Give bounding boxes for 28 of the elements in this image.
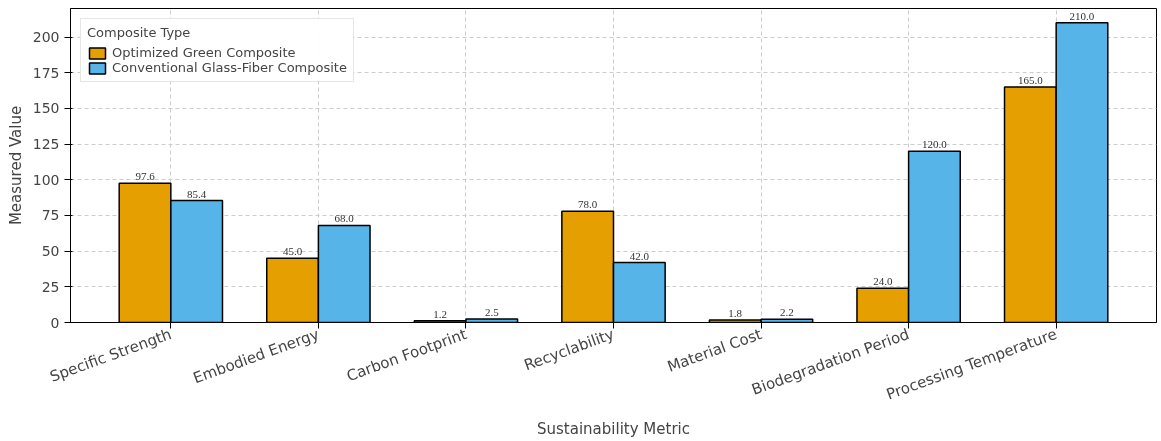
- legend-label: Conventional Glass-Fiber Composite: [112, 60, 347, 75]
- data-label: 2.2: [780, 306, 794, 319]
- data-label: 97.6: [135, 170, 156, 183]
- data-label: 1.8: [728, 306, 743, 319]
- data-label: 42.0: [629, 249, 650, 262]
- data-label: 24.0: [873, 275, 893, 288]
- data-label: 165.0: [1017, 74, 1044, 86]
- data-label: 85.4: [187, 187, 207, 200]
- data-label: 1.2: [433, 307, 447, 320]
- y-tick-label: 75: [41, 207, 60, 224]
- x-axis-title: Sustainability Metric: [537, 419, 690, 438]
- data-label: 78.0: [578, 198, 598, 211]
- y-tick-label: 50: [41, 243, 60, 260]
- y-axis-title: Measured Value: [6, 105, 25, 226]
- data-label: 120.0: [922, 138, 948, 151]
- legend-label: Optimized Green Composite: [112, 45, 296, 60]
- y-tick-label: 125: [32, 136, 60, 153]
- legend-title: Composite Type: [87, 25, 192, 40]
- data-label: 2.5: [484, 305, 500, 318]
- y-tick-label: 25: [41, 278, 60, 295]
- y-tick-label: 200: [32, 29, 60, 46]
- y-tick-label: 0: [50, 314, 60, 331]
- y-tick-label: 150: [32, 100, 60, 117]
- y-tick-label: 100: [32, 171, 60, 188]
- y-tick-label: 175: [32, 64, 60, 81]
- data-label: 45.0: [282, 245, 303, 258]
- data-label: 68.0: [334, 212, 355, 225]
- data-label: 210.0: [1069, 9, 1095, 22]
